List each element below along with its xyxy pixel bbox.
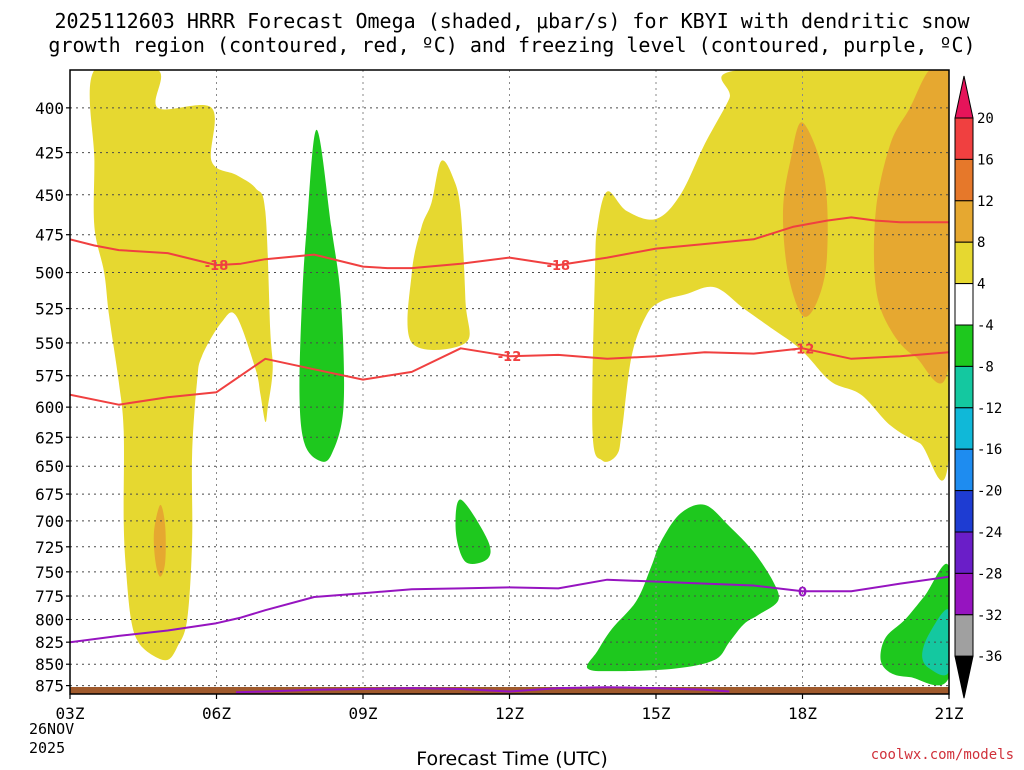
chart-title-line-2: growth region (contoured, red, ºC) and f… bbox=[48, 33, 976, 57]
colorbar-label: -36 bbox=[977, 649, 1002, 665]
y-tick-label: 525 bbox=[35, 300, 64, 319]
date-label-day: 26NOV bbox=[29, 720, 75, 738]
credit-text: coolwx.com/models bbox=[870, 747, 1014, 763]
contour-line-freezing-4 bbox=[235, 686, 730, 694]
y-tick-label: 725 bbox=[35, 538, 64, 557]
x-tick-label: 03Z bbox=[56, 704, 85, 723]
x-tick-label: 15Z bbox=[642, 704, 671, 723]
colorbar-swatch bbox=[954, 283, 974, 326]
omega-region-8 bbox=[455, 499, 491, 564]
x-tick-label: 12Z bbox=[495, 704, 524, 723]
contour-label: -12 bbox=[791, 342, 815, 357]
y-tick-label: 600 bbox=[35, 398, 64, 417]
omega-region-6 bbox=[873, 70, 949, 384]
colorbar-swatch bbox=[954, 614, 974, 657]
y-tick-label: 850 bbox=[35, 655, 64, 674]
colorbar-label: -32 bbox=[977, 608, 1002, 624]
omega-region-9 bbox=[586, 504, 779, 672]
y-tick-label: 575 bbox=[35, 367, 64, 386]
colorbar-swatch bbox=[954, 407, 974, 450]
y-tick-label: 475 bbox=[35, 226, 64, 245]
x-tick-label: 18Z bbox=[788, 704, 817, 723]
omega-region-2 bbox=[153, 504, 166, 577]
colorbar-swatch bbox=[954, 531, 974, 574]
colorbar-swatch bbox=[954, 117, 974, 160]
contour-line-temp-1 bbox=[70, 216, 949, 270]
y-tick-label: 775 bbox=[35, 587, 64, 606]
omega-region-4 bbox=[592, 70, 949, 481]
colorbar-swatch bbox=[954, 448, 974, 492]
colorbar-label: 4 bbox=[977, 277, 985, 293]
y-tick-label: 750 bbox=[35, 563, 64, 582]
y-tick-label: 675 bbox=[35, 485, 64, 504]
colorbar-swatch bbox=[954, 200, 974, 243]
y-tick-label: 825 bbox=[35, 633, 64, 652]
contour-line-freezing-3 bbox=[70, 575, 949, 644]
colorbar-label: -4 bbox=[977, 318, 994, 334]
x-tick-label: 06Z bbox=[202, 704, 231, 723]
y-tick-label: 400 bbox=[35, 99, 64, 118]
chart-title-line-1: 2025112603 HRRR Forecast Omega (shaded, … bbox=[54, 9, 970, 33]
y-tick-label: 700 bbox=[35, 512, 64, 531]
colorbar-label: -28 bbox=[977, 566, 1002, 582]
y-tick-label: 500 bbox=[35, 264, 64, 283]
x-tick-label: 09Z bbox=[349, 704, 378, 723]
y-tick-label: 450 bbox=[35, 186, 64, 205]
contour-line-temp-2 bbox=[70, 347, 949, 406]
contour-label: -12 bbox=[498, 350, 522, 365]
colorbar-label: 12 bbox=[977, 194, 994, 210]
colorbar-label: 20 bbox=[977, 111, 994, 127]
colorbar-swatch bbox=[954, 365, 974, 409]
y-tick-label: 550 bbox=[35, 334, 64, 353]
y-tick-label: 650 bbox=[35, 457, 64, 476]
colorbar-label: 16 bbox=[977, 152, 994, 168]
y-tick-label: 625 bbox=[35, 428, 64, 447]
x-axis-label: Forecast Time (UTC) bbox=[416, 748, 608, 770]
contour-label: -18 bbox=[205, 259, 229, 274]
omega-region-7 bbox=[299, 129, 345, 462]
x-tick-label: 21Z bbox=[935, 704, 964, 723]
y-tick-label: 425 bbox=[35, 144, 64, 163]
y-tick-label: 800 bbox=[35, 610, 64, 629]
omega-region-1 bbox=[89, 70, 273, 661]
omega-region-3 bbox=[407, 160, 470, 350]
colorbar-label: -16 bbox=[977, 442, 1002, 458]
colorbar-swatch bbox=[954, 324, 974, 367]
colorbar-swatch-top bbox=[954, 75, 974, 119]
colorbar-label: 8 bbox=[977, 235, 985, 251]
omega-region-5 bbox=[782, 122, 828, 317]
colorbar-swatch-bottom bbox=[954, 655, 974, 699]
contour-label: -18 bbox=[547, 259, 571, 274]
contour-label: 0 bbox=[798, 585, 807, 600]
colorbar-swatch bbox=[954, 158, 974, 202]
colorbar-swatch bbox=[954, 572, 974, 616]
date-label-year: 2025 bbox=[29, 739, 66, 757]
y-tick-label: 875 bbox=[35, 677, 64, 696]
colorbar-label: -8 bbox=[977, 359, 994, 375]
colorbar-label: -20 bbox=[977, 484, 1002, 500]
colorbar-label: -12 bbox=[977, 401, 1002, 417]
colorbar-swatch bbox=[954, 490, 974, 533]
colorbar-swatch bbox=[954, 241, 974, 285]
colorbar-label: -24 bbox=[977, 525, 1002, 541]
